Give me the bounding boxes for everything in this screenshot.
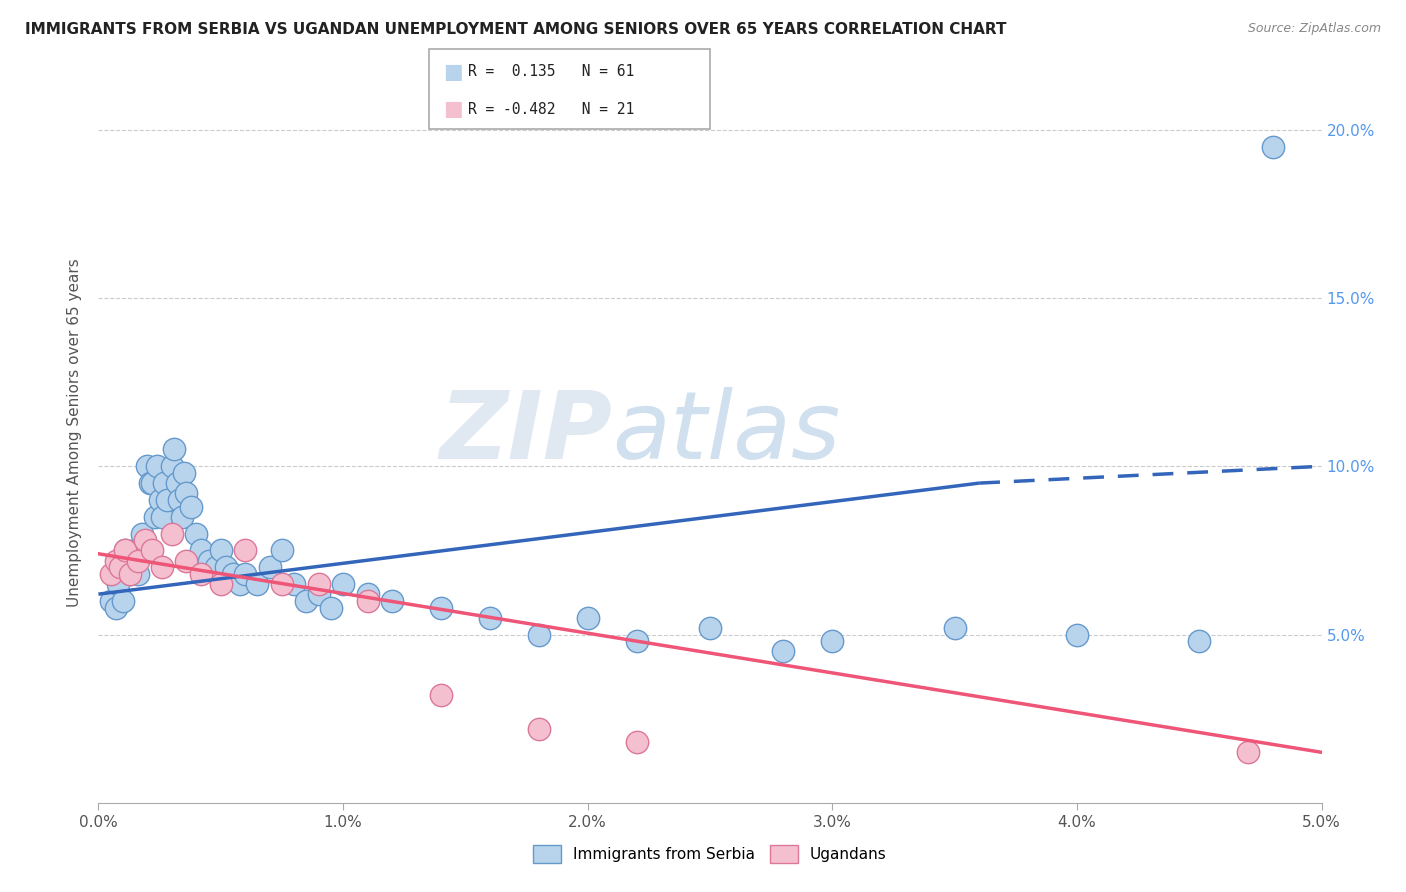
Point [117,560,139,574]
Point [127,566,149,581]
Point [1237,745,1260,759]
Point [222,566,245,581]
Point [259,560,281,574]
Point [136,459,159,474]
Point [149,492,172,507]
Text: R =  0.135   N = 61: R = 0.135 N = 61 [468,64,634,79]
Point [100,594,122,608]
Point [209,577,232,591]
Point [209,543,232,558]
Point [111,594,134,608]
Point [120,566,142,581]
Point [356,594,378,608]
Point [134,533,156,548]
Text: atlas: atlas [612,387,841,478]
Point [124,543,146,558]
Point [1066,627,1088,641]
Point [104,600,127,615]
Point [167,492,190,507]
Point [626,735,648,749]
Point [772,644,794,658]
Point [110,553,132,567]
Point [430,600,453,615]
Point [283,577,305,591]
Point [131,526,153,541]
Point [104,553,127,567]
Point [163,442,186,457]
Text: IMMIGRANTS FROM SERBIA VS UGANDAN UNEMPLOYMENT AMONG SENIORS OVER 65 YEARS CORRE: IMMIGRANTS FROM SERBIA VS UGANDAN UNEMPL… [25,22,1007,37]
Point [381,594,404,608]
Text: Source: ZipAtlas.com: Source: ZipAtlas.com [1247,22,1381,36]
Point [233,543,256,558]
Point [120,566,142,581]
Point [107,577,129,591]
Point [308,587,330,601]
Point [190,566,212,581]
Point [308,577,330,591]
Point [166,476,188,491]
Point [170,509,193,524]
Point [150,509,173,524]
Point [356,587,378,601]
Text: ZIP: ZIP [439,386,612,479]
Point [1261,139,1284,153]
Point [186,526,208,541]
Point [214,560,236,574]
Point [229,577,252,591]
Point [270,577,292,591]
Point [114,543,136,558]
Point [127,553,149,567]
Legend: Immigrants from Serbia, Ugandans: Immigrants from Serbia, Ugandans [527,839,893,869]
Point [176,553,198,567]
Point [1188,634,1211,648]
Point [121,553,143,567]
Point [233,566,256,581]
Point [141,543,163,558]
Point [146,459,169,474]
Text: ■: ■ [443,62,463,81]
Point [332,577,354,591]
Point [270,543,292,558]
Point [153,476,176,491]
Point [626,634,648,648]
Point [110,560,132,574]
Point [197,553,219,567]
Point [527,722,550,736]
Point [295,594,318,608]
Point [160,459,183,474]
Point [527,627,550,641]
Point [943,621,966,635]
Point [180,500,202,514]
Point [101,566,124,581]
Point [150,560,173,574]
Point [139,476,162,491]
Point [699,621,721,635]
Point [430,688,453,702]
Point [821,634,844,648]
Point [173,466,195,480]
Point [478,610,501,624]
Point [114,543,136,558]
Text: R = -0.482   N = 21: R = -0.482 N = 21 [468,102,634,117]
Point [576,610,599,624]
Point [319,600,342,615]
Point [156,492,179,507]
Point [190,543,212,558]
Point [141,476,163,491]
Y-axis label: Unemployment Among Seniors over 65 years: Unemployment Among Seniors over 65 years [67,259,83,607]
Point [176,486,198,500]
Point [100,566,122,581]
Point [160,526,183,541]
Point [205,560,228,574]
Point [246,577,269,591]
Point [143,509,166,524]
Text: ■: ■ [443,99,463,120]
